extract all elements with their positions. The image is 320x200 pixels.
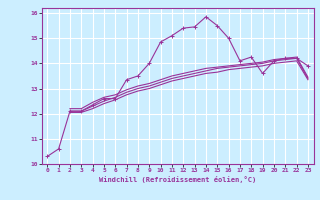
X-axis label: Windchill (Refroidissement éolien,°C): Windchill (Refroidissement éolien,°C) (99, 176, 256, 183)
